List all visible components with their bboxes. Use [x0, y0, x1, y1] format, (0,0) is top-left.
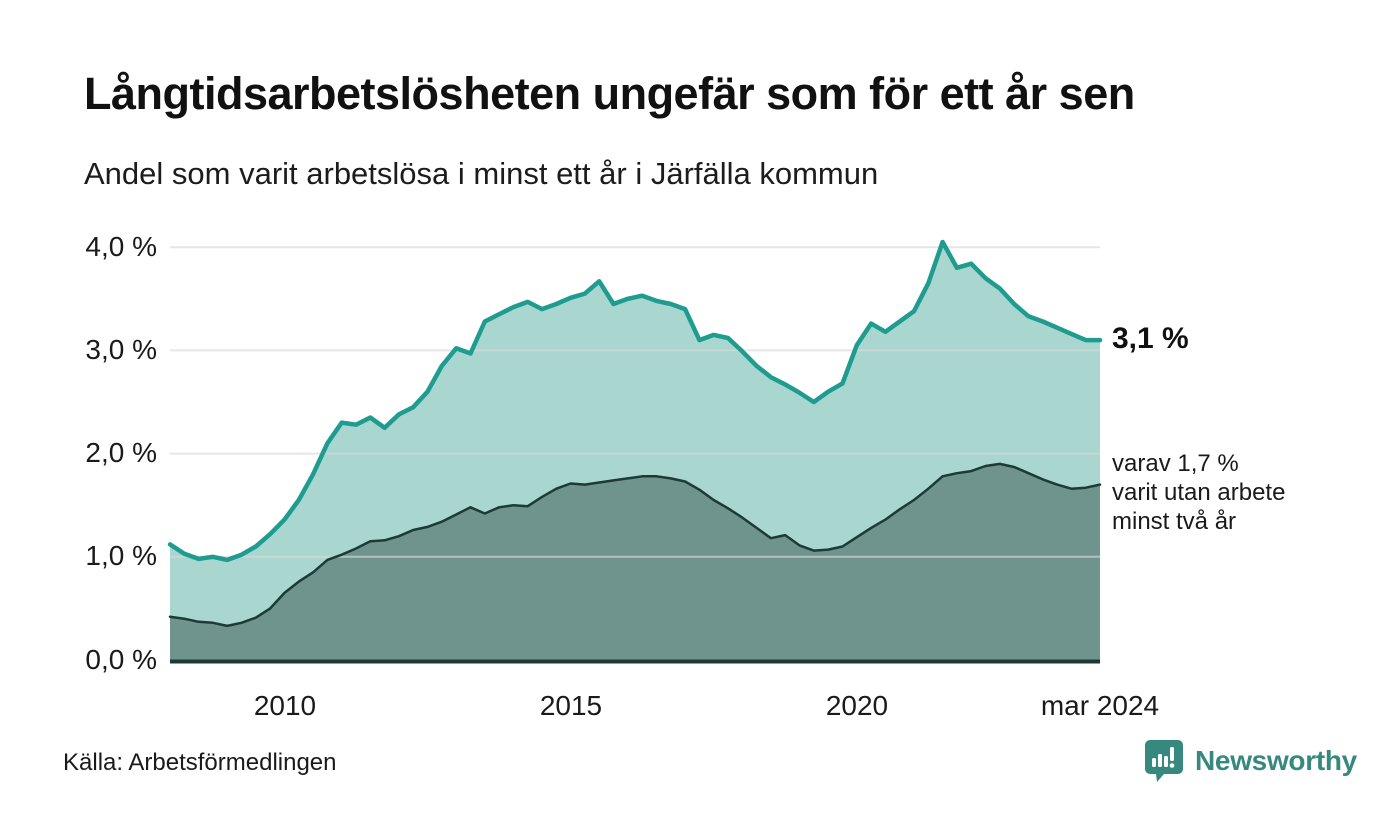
bar-chart-speech-bubble-icon — [1145, 740, 1183, 782]
two-year-annotation-line3: minst två år — [1112, 508, 1237, 535]
two-year-line — [168, 462, 1102, 628]
two-year-area-fill — [170, 463, 1100, 660]
x-tick-label-2015: 2015 — [539, 690, 603, 721]
chart-title: Långtidsarbetslösheten ungefär som för e… — [84, 68, 1135, 119]
two-year-annotation-line1: varav 1,7 % — [1112, 450, 1239, 477]
y-tick-label-4: 4,0 % — [85, 231, 157, 262]
source-note: Källa: Arbetsförmedlingen — [63, 749, 337, 776]
chart-subtitle: Andel som varit arbetslösa i minst ett å… — [84, 156, 879, 191]
y-tick-label-0: 0,0 % — [85, 644, 157, 675]
y-tick-label-3: 3,0 % — [85, 334, 157, 365]
y-tick-label-2: 2,0 % — [85, 437, 157, 468]
latest-total-annotation: 3,1 % — [1112, 322, 1189, 355]
brand-name: Newsworthy — [1195, 745, 1357, 776]
x-tick-label-mar-2024: mar 2024 — [1040, 690, 1160, 721]
x-tick-label-2010: 2010 — [253, 690, 317, 721]
x-tick-label-2020: 2020 — [825, 690, 889, 721]
y-tick-label-1: 1,0 % — [85, 540, 157, 571]
total-line — [167, 239, 1103, 563]
two-year-annotation-line2: varit utan arbete — [1112, 479, 1286, 506]
two-year-annotation: varav 1,7 % varit utan arbete minst två … — [1112, 449, 1285, 536]
newsworthy-logo: Newsworthy — [1143, 738, 1357, 784]
